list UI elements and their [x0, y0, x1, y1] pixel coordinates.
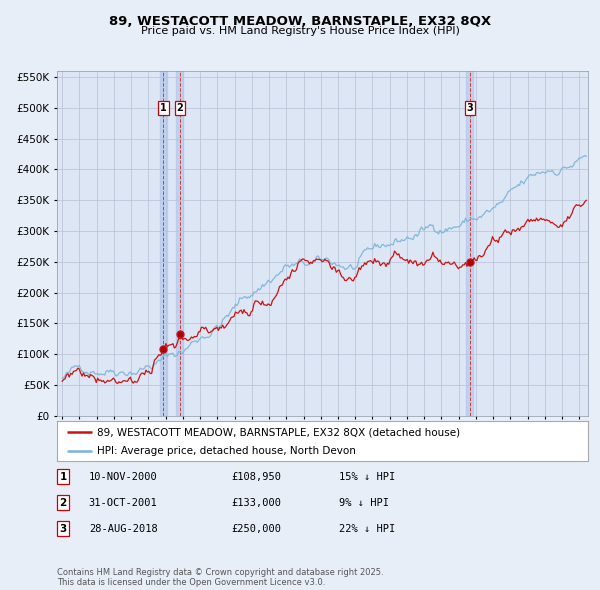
Bar — [160, 71, 167, 416]
Text: 10-NOV-2000: 10-NOV-2000 — [89, 472, 158, 481]
Text: 3: 3 — [59, 524, 67, 533]
Text: £250,000: £250,000 — [231, 524, 281, 533]
Bar — [466, 71, 473, 416]
Bar — [176, 71, 184, 416]
Text: 89, WESTACOTT MEADOW, BARNSTAPLE, EX32 8QX (detached house): 89, WESTACOTT MEADOW, BARNSTAPLE, EX32 8… — [97, 428, 460, 438]
Text: 2: 2 — [59, 498, 67, 507]
Text: HPI: Average price, detached house, North Devon: HPI: Average price, detached house, Nort… — [97, 447, 356, 456]
Text: 1: 1 — [160, 103, 167, 113]
Text: 1: 1 — [59, 472, 67, 481]
Text: 28-AUG-2018: 28-AUG-2018 — [89, 524, 158, 533]
Text: Contains HM Land Registry data © Crown copyright and database right 2025.
This d: Contains HM Land Registry data © Crown c… — [57, 568, 383, 587]
Text: 15% ↓ HPI: 15% ↓ HPI — [339, 472, 395, 481]
Text: 89, WESTACOTT MEADOW, BARNSTAPLE, EX32 8QX: 89, WESTACOTT MEADOW, BARNSTAPLE, EX32 8… — [109, 15, 491, 28]
Text: 2: 2 — [176, 103, 183, 113]
Text: Price paid vs. HM Land Registry's House Price Index (HPI): Price paid vs. HM Land Registry's House … — [140, 26, 460, 36]
Text: £133,000: £133,000 — [231, 498, 281, 507]
Text: 9% ↓ HPI: 9% ↓ HPI — [339, 498, 389, 507]
Text: 3: 3 — [467, 103, 473, 113]
Text: 31-OCT-2001: 31-OCT-2001 — [89, 498, 158, 507]
Text: £108,950: £108,950 — [231, 472, 281, 481]
Text: 22% ↓ HPI: 22% ↓ HPI — [339, 524, 395, 533]
